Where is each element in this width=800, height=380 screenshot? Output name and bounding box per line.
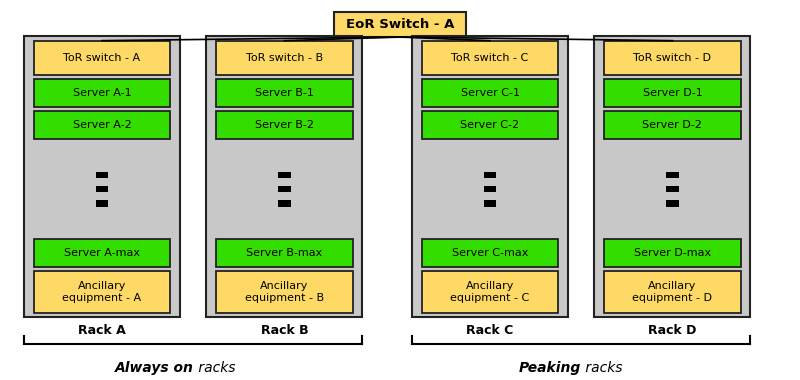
- Bar: [216, 271, 353, 313]
- Bar: [96, 171, 109, 177]
- Bar: [278, 171, 291, 177]
- Text: Always on: Always on: [114, 361, 194, 375]
- Bar: [34, 79, 170, 107]
- Text: racks: racks: [194, 361, 235, 375]
- Text: Server A-1: Server A-1: [73, 88, 131, 98]
- Bar: [412, 36, 568, 317]
- Bar: [666, 171, 678, 177]
- Bar: [96, 200, 109, 206]
- Text: Ancillary
equipment - D: Ancillary equipment - D: [632, 281, 712, 302]
- Bar: [34, 271, 170, 313]
- Text: Rack D: Rack D: [648, 324, 697, 337]
- Text: Ancillary
equipment - B: Ancillary equipment - B: [245, 281, 324, 302]
- Bar: [422, 41, 558, 75]
- Bar: [216, 111, 353, 139]
- Bar: [334, 12, 466, 37]
- Bar: [422, 79, 558, 107]
- Text: Server A-2: Server A-2: [73, 120, 131, 130]
- Text: Rack B: Rack B: [261, 324, 308, 337]
- Text: Server D-max: Server D-max: [634, 248, 711, 258]
- Text: Rack A: Rack A: [78, 324, 126, 337]
- Text: Rack C: Rack C: [466, 324, 514, 337]
- Bar: [604, 79, 741, 107]
- Bar: [34, 111, 170, 139]
- Bar: [34, 41, 170, 75]
- Bar: [604, 271, 741, 313]
- Text: Server C-1: Server C-1: [461, 88, 519, 98]
- Bar: [422, 271, 558, 313]
- Bar: [216, 41, 353, 75]
- Text: Server B-max: Server B-max: [246, 248, 322, 258]
- Text: ToR switch - B: ToR switch - B: [246, 53, 323, 63]
- Text: ToR switch - C: ToR switch - C: [451, 53, 529, 63]
- Text: Server D-1: Server D-1: [642, 88, 702, 98]
- Text: ToR switch - D: ToR switch - D: [634, 53, 711, 63]
- Text: Server C-max: Server C-max: [452, 248, 528, 258]
- Text: racks: racks: [581, 361, 622, 375]
- Text: Ancillary
equipment - A: Ancillary equipment - A: [62, 281, 142, 302]
- Bar: [483, 186, 496, 192]
- Bar: [24, 36, 180, 317]
- Bar: [604, 239, 741, 267]
- Bar: [278, 186, 291, 192]
- Text: Server A-max: Server A-max: [64, 248, 140, 258]
- Bar: [422, 111, 558, 139]
- Text: Server C-2: Server C-2: [461, 120, 519, 130]
- Bar: [666, 200, 678, 206]
- Bar: [604, 41, 741, 75]
- Text: Ancillary
equipment - C: Ancillary equipment - C: [450, 281, 530, 302]
- Bar: [216, 79, 353, 107]
- Bar: [594, 36, 750, 317]
- Bar: [483, 200, 496, 206]
- Bar: [206, 36, 362, 317]
- Bar: [666, 186, 678, 192]
- Text: Server B-2: Server B-2: [255, 120, 314, 130]
- Bar: [422, 239, 558, 267]
- Bar: [604, 111, 741, 139]
- Bar: [96, 186, 109, 192]
- Bar: [34, 239, 170, 267]
- Text: ToR switch - A: ToR switch - A: [63, 53, 141, 63]
- Text: EoR Switch - A: EoR Switch - A: [346, 18, 454, 31]
- Text: Peaking: Peaking: [518, 361, 581, 375]
- Text: Server B-1: Server B-1: [255, 88, 314, 98]
- Bar: [278, 200, 291, 206]
- Text: Server D-2: Server D-2: [642, 120, 702, 130]
- Bar: [483, 171, 496, 177]
- Bar: [216, 239, 353, 267]
